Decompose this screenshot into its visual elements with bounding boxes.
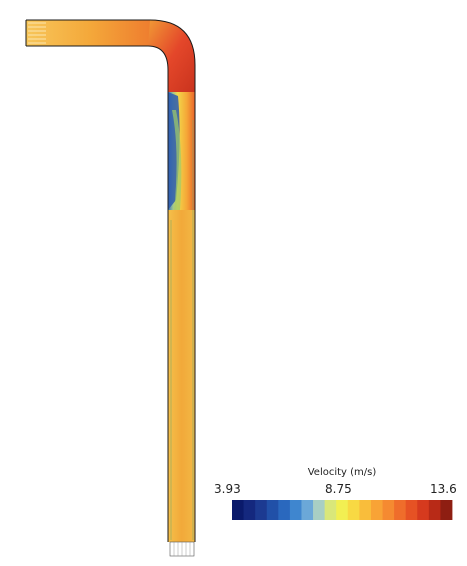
legend-title: Velocity (m/s) <box>307 467 377 478</box>
legend-max-label: 13.6 <box>430 482 457 496</box>
pipe-bend <box>148 20 195 95</box>
colorbar-segment <box>289 500 302 520</box>
colorbar-segment <box>232 500 244 520</box>
vertical-pipe-lower <box>168 210 195 542</box>
colorbar-segment <box>324 500 337 520</box>
separation-transition <box>172 110 182 212</box>
legend-mid-label: 8.75 <box>325 482 352 496</box>
outlet-hatch <box>173 542 191 556</box>
inlet-pipe <box>26 20 154 46</box>
colorbar-segment <box>359 500 372 520</box>
colorbar-segment <box>266 500 279 520</box>
colorbar-segment <box>394 500 407 520</box>
colorbar-segment <box>417 500 430 520</box>
wall-streaks <box>170 120 194 540</box>
colorbar-segment <box>347 500 360 520</box>
colorbar-segment <box>336 500 349 520</box>
colorbar-segment <box>405 500 418 520</box>
colorbar-segment <box>313 500 326 520</box>
legend-colorbar <box>232 500 453 520</box>
colorbar-segment <box>370 500 383 520</box>
colorbar-segment <box>440 500 453 520</box>
colorbar-segment <box>382 500 395 520</box>
colorbar-segment <box>278 500 291 520</box>
colorbar-segment <box>243 500 256 520</box>
inlet-hatch <box>28 22 46 44</box>
colorbar-segment <box>255 500 268 520</box>
colorbar-segment <box>428 500 441 520</box>
colorbar-segment <box>301 500 314 520</box>
pipe-outer-wall <box>26 19 196 542</box>
pipe-inner-wall <box>26 45 169 542</box>
legend-min-label: 3.93 <box>214 482 241 496</box>
